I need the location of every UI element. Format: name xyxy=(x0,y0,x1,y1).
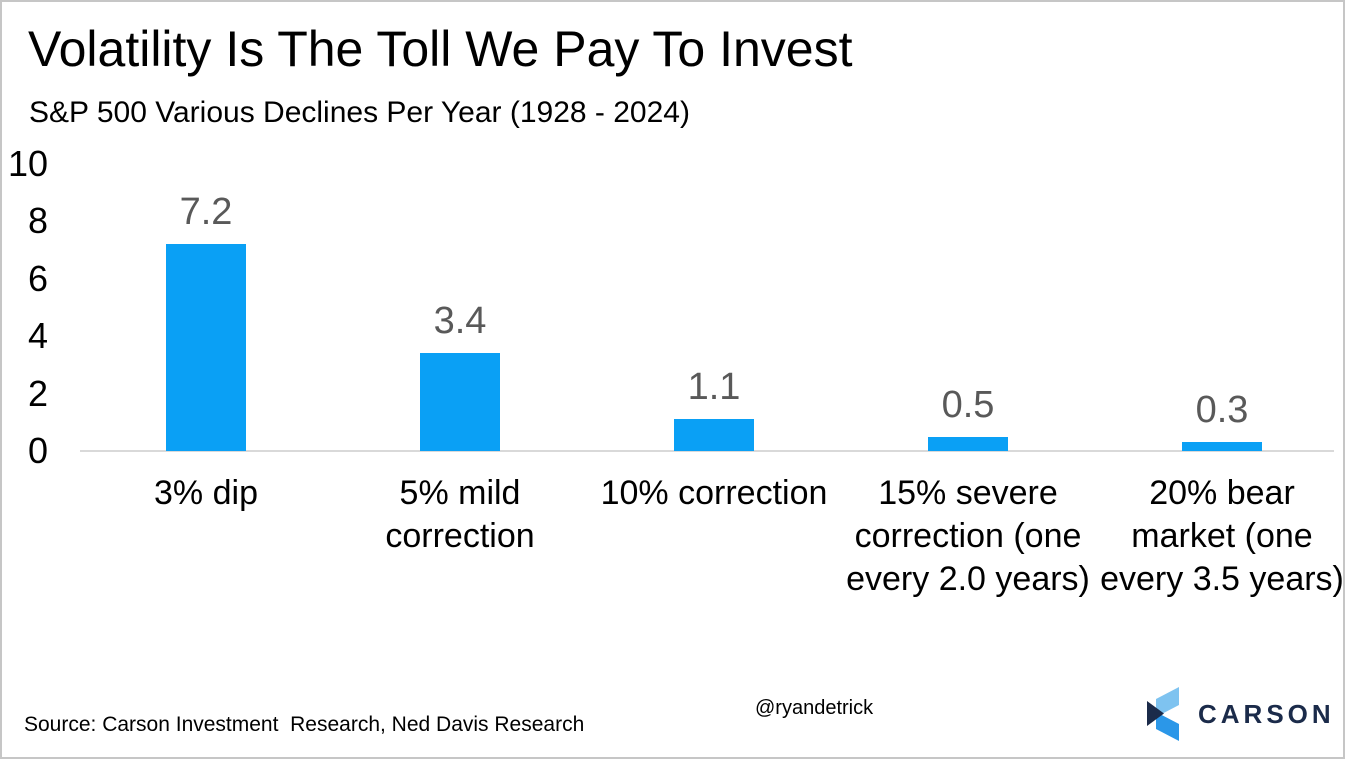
category-label: 15% severe correction (one every 2.0 yea… xyxy=(846,474,1090,598)
bar xyxy=(1182,442,1262,451)
category-label: 5% mild correction xyxy=(385,474,535,555)
bar xyxy=(420,353,500,451)
bar xyxy=(166,244,246,451)
value-label: 7.2 xyxy=(179,191,233,233)
value-label: 3.4 xyxy=(433,300,487,342)
carson-logo-icon xyxy=(1147,687,1179,741)
chart-title: Volatility Is The Toll We Pay To Invest xyxy=(28,21,853,77)
carson-logo-text: CARSON xyxy=(1198,698,1335,729)
chart-subtitle: S&P 500 Various Declines Per Year (1928 … xyxy=(29,96,690,129)
y-tick-label: 4 xyxy=(27,315,48,357)
y-tick-label: 2 xyxy=(27,372,48,414)
carson-logo: CARSON xyxy=(1143,686,1335,742)
y-tick-label: 10 xyxy=(7,143,48,184)
value-label: 0.3 xyxy=(1195,389,1249,431)
x-axis-line xyxy=(80,450,1334,452)
bar xyxy=(674,419,754,451)
author-handle: @ryandetrick xyxy=(755,697,874,719)
y-tick-label: 0 xyxy=(27,430,48,471)
category-label: 20% bear market (one every 3.5 years) xyxy=(1100,474,1344,598)
y-tick-label: 6 xyxy=(27,257,48,299)
category-label: 3% dip xyxy=(154,474,258,512)
y-tick-label: 8 xyxy=(27,200,48,242)
category-label: 10% correction xyxy=(600,474,828,512)
bar xyxy=(928,437,1008,451)
value-label: 1.1 xyxy=(687,366,741,408)
source-note: Source: Carson Investment Research, Ned … xyxy=(24,713,585,736)
value-label: 0.5 xyxy=(941,384,995,426)
